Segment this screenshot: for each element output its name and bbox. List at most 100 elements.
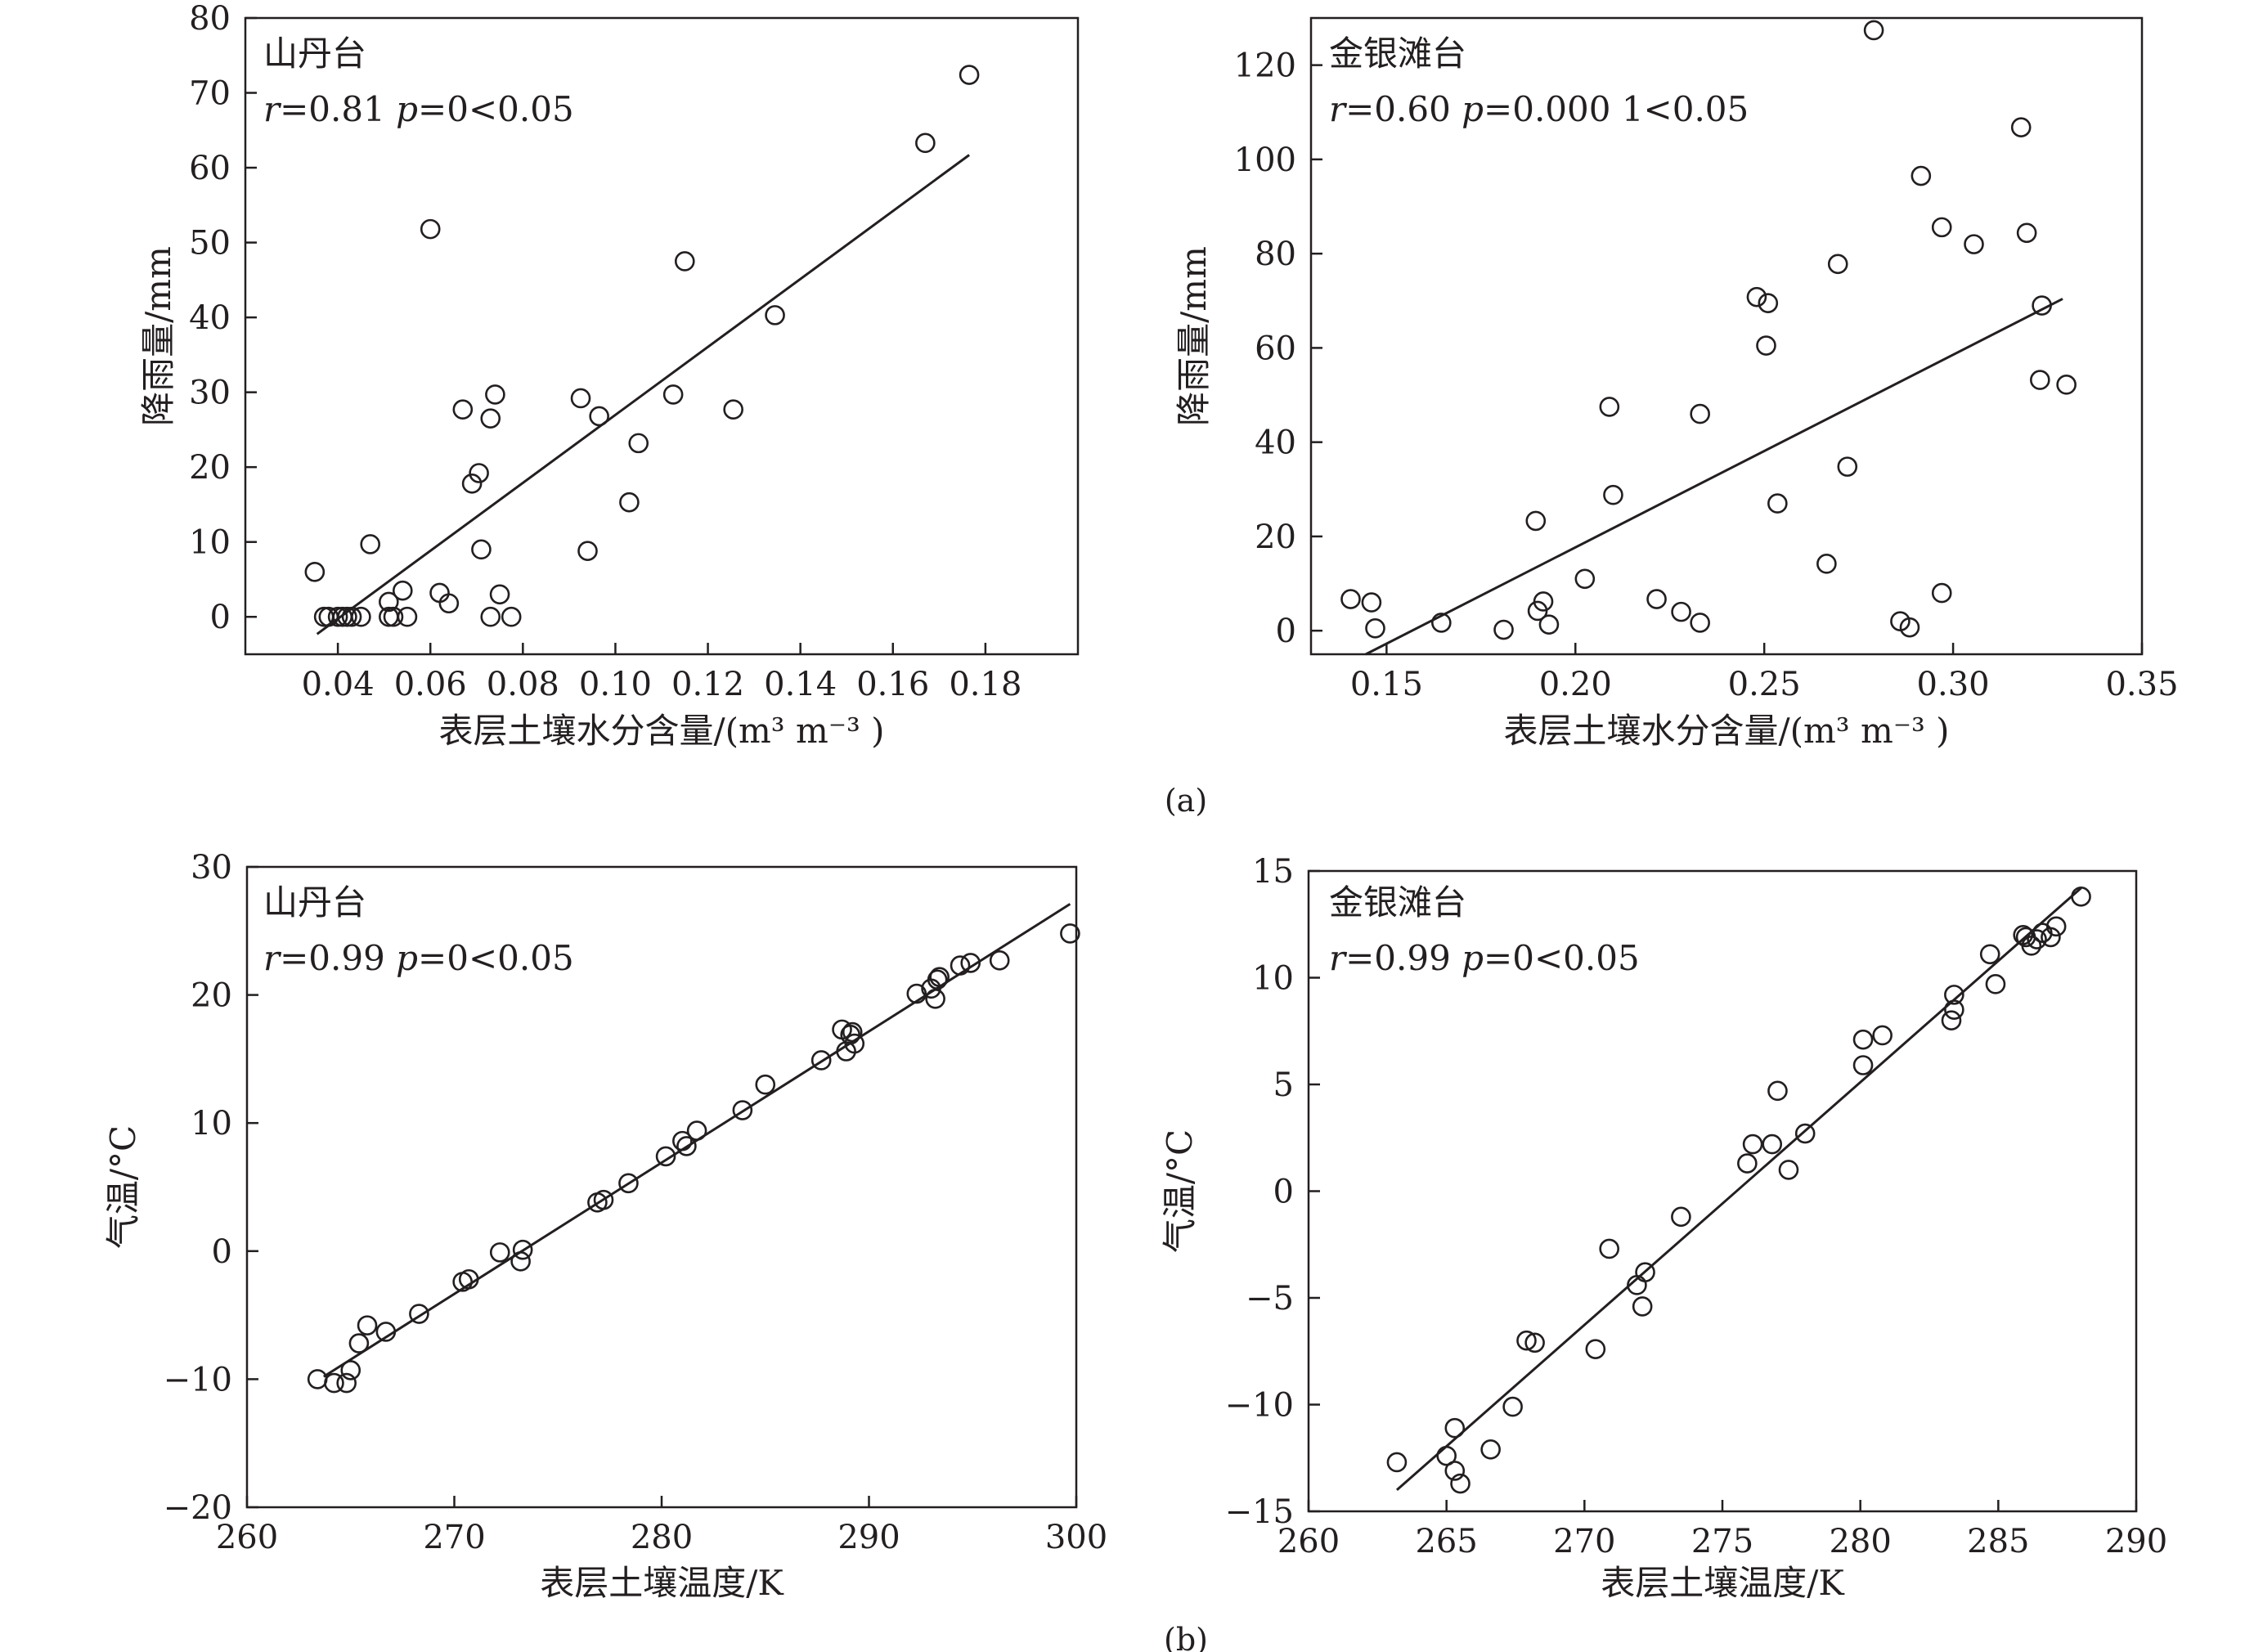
- x-tick-label: 285: [1967, 1523, 2029, 1560]
- data-point: [1574, 568, 1596, 590]
- data-point: [429, 582, 450, 604]
- x-tick-label: 265: [1415, 1523, 1477, 1560]
- x-tick-label: 0.18: [949, 666, 1021, 703]
- data-point: [844, 1033, 865, 1054]
- data-point: [628, 433, 649, 454]
- data-point: [1816, 554, 1837, 574]
- y-tick-label: 20: [1255, 518, 1296, 556]
- data-point: [723, 399, 743, 420]
- x-tick-label: 260: [216, 1519, 278, 1556]
- data-point: [379, 591, 399, 613]
- y-tick-label: 20: [191, 977, 232, 1015]
- data-point: [480, 408, 501, 429]
- data-point: [510, 1251, 531, 1272]
- x-tick-label: 0.08: [487, 666, 559, 703]
- x-tick-label: 275: [1691, 1523, 1753, 1560]
- figure-part-b-label: (b): [1164, 1622, 1208, 1652]
- data-point: [906, 983, 927, 1004]
- x-tick-label: 280: [1829, 1523, 1891, 1560]
- x-tick-label: 0.06: [394, 666, 467, 703]
- data-point: [1964, 234, 1984, 254]
- data-point: [1756, 335, 1776, 356]
- data-point: [618, 1173, 639, 1194]
- data-point: [351, 606, 371, 627]
- data-point: [341, 606, 362, 627]
- y-tick-label: 30: [191, 849, 232, 887]
- y-tick-label: 50: [189, 225, 231, 263]
- data-point: [1450, 1473, 1470, 1494]
- data-point: [452, 399, 474, 420]
- data-point: [1436, 1445, 1457, 1466]
- y-tick-label: 10: [189, 524, 231, 562]
- data-point: [2032, 295, 2052, 316]
- data-point: [929, 967, 950, 987]
- data-point: [1361, 592, 1382, 613]
- y-tick-label: 0: [212, 1233, 232, 1271]
- data-point: [686, 1120, 707, 1141]
- y-tick-label: −10: [164, 1361, 232, 1398]
- y-tick-label: 0: [1276, 613, 1296, 650]
- data-point: [959, 65, 980, 85]
- data-point: [927, 969, 948, 990]
- data-point: [593, 1189, 614, 1210]
- data-point: [1060, 923, 1080, 944]
- x-tick-label: 0.20: [1539, 666, 1612, 703]
- y-tick-label: 120: [1234, 47, 1296, 85]
- data-point: [420, 218, 441, 240]
- data-point: [1758, 293, 1779, 313]
- data-point: [392, 580, 413, 601]
- x-axis-label: 表层土壤水分含量/(m³ m⁻³ ): [438, 711, 884, 751]
- data-point: [1827, 254, 1848, 275]
- x-tick-label: 290: [837, 1519, 900, 1556]
- data-point: [732, 1100, 753, 1120]
- data-point: [619, 492, 640, 513]
- x-tick-label: 0.04: [302, 666, 375, 703]
- data-point: [1794, 1123, 1816, 1144]
- data-point: [307, 1369, 328, 1389]
- x-tick-label: 260: [1277, 1523, 1340, 1560]
- data-point: [1762, 1134, 1783, 1155]
- data-point: [676, 1136, 697, 1156]
- data-point: [1778, 1160, 1799, 1180]
- data-point: [1941, 1010, 1962, 1030]
- station-name: 山丹台: [263, 34, 366, 74]
- data-point: [1365, 618, 1385, 639]
- data-point: [1931, 582, 1952, 604]
- x-tick-label: 0.16: [856, 666, 929, 703]
- y-tick-label: 30: [189, 375, 231, 412]
- data-point: [2030, 370, 2050, 390]
- data-point: [1742, 1134, 1763, 1155]
- data-point: [1431, 613, 1452, 633]
- regression-line: [316, 154, 970, 635]
- y-tick-label: 80: [1255, 236, 1296, 273]
- data-point: [304, 562, 326, 582]
- data-point: [1746, 286, 1767, 308]
- data-point: [1493, 619, 1514, 640]
- data-point: [1340, 589, 1361, 609]
- data-point: [337, 606, 357, 627]
- x-tick-label: 0.15: [1350, 666, 1423, 703]
- data-point: [1911, 165, 1932, 186]
- data-point: [840, 1024, 860, 1045]
- y-tick-label: 40: [1255, 424, 1296, 462]
- data-point: [1525, 510, 1547, 532]
- y-tick-label: 40: [189, 299, 231, 337]
- data-point: [662, 384, 684, 405]
- data-point: [1444, 1461, 1466, 1481]
- data-point: [1502, 1396, 1523, 1417]
- data-point: [336, 1372, 357, 1394]
- data-point: [810, 1050, 832, 1071]
- y-tick-label: 100: [1234, 141, 1296, 179]
- x-tick-label: 0.30: [1917, 666, 1990, 703]
- data-point: [1837, 456, 1858, 477]
- data-point: [989, 950, 1010, 971]
- x-tick-label: 270: [423, 1519, 485, 1556]
- data-point: [1533, 591, 1554, 612]
- data-point: [1632, 1296, 1653, 1317]
- x-tick-label: 0.12: [671, 666, 744, 703]
- data-point: [765, 305, 785, 325]
- data-point: [397, 606, 418, 627]
- data-point: [1585, 1339, 1606, 1359]
- data-point: [1985, 974, 2006, 994]
- data-point: [485, 384, 505, 405]
